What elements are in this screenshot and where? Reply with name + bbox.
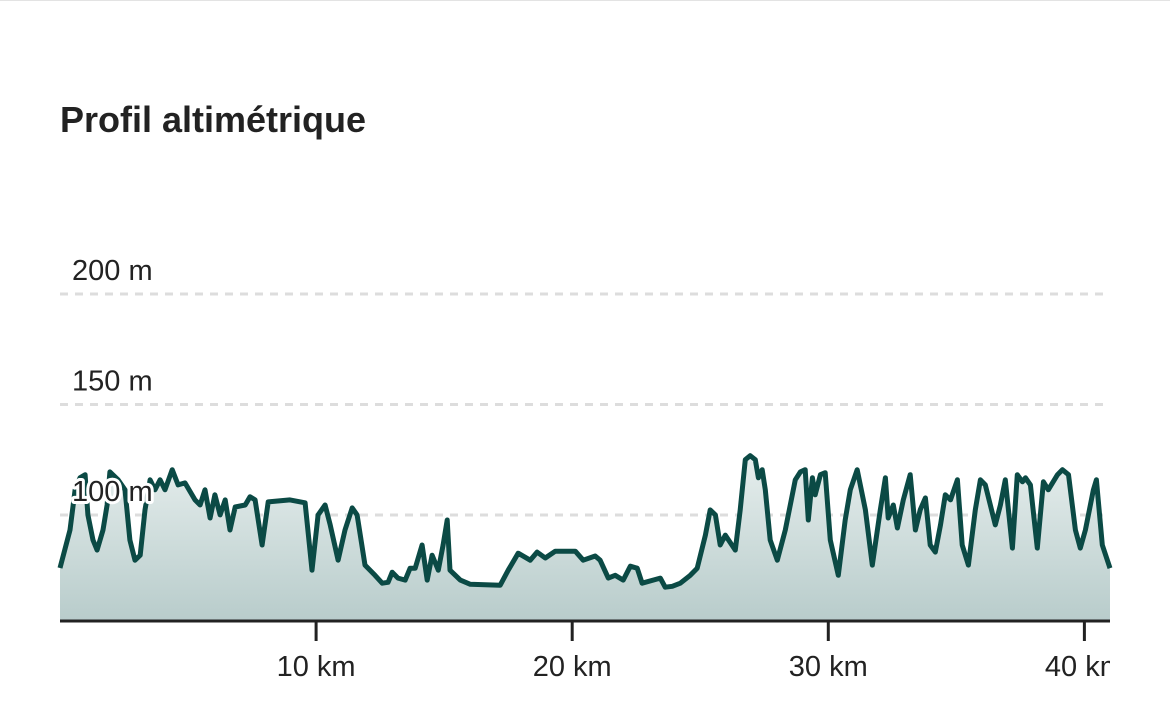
x-tick-label: 30 km bbox=[789, 651, 868, 683]
x-tick-label: 10 km bbox=[277, 651, 356, 683]
y-tick-label: 100 m bbox=[72, 476, 153, 508]
x-ticks: 10 km 20 km 30 km 40 km bbox=[277, 621, 1124, 683]
x-tick-label: 40 km bbox=[1045, 651, 1124, 683]
plot bbox=[57, 453, 1113, 621]
grid bbox=[60, 292, 1110, 517]
y-tick-label: 200 m bbox=[72, 255, 153, 287]
elevation-line bbox=[57, 453, 1113, 590]
y-tick-label: 150 m bbox=[72, 365, 153, 397]
axes: 100 m 150 m 200 m 10 km 20 km 30 km 40 km bbox=[60, 252, 1124, 683]
x-tick-label: 20 km bbox=[533, 651, 612, 683]
elevation-area bbox=[60, 455, 1110, 621]
chart-title: Profil altimétrique bbox=[60, 99, 366, 140]
